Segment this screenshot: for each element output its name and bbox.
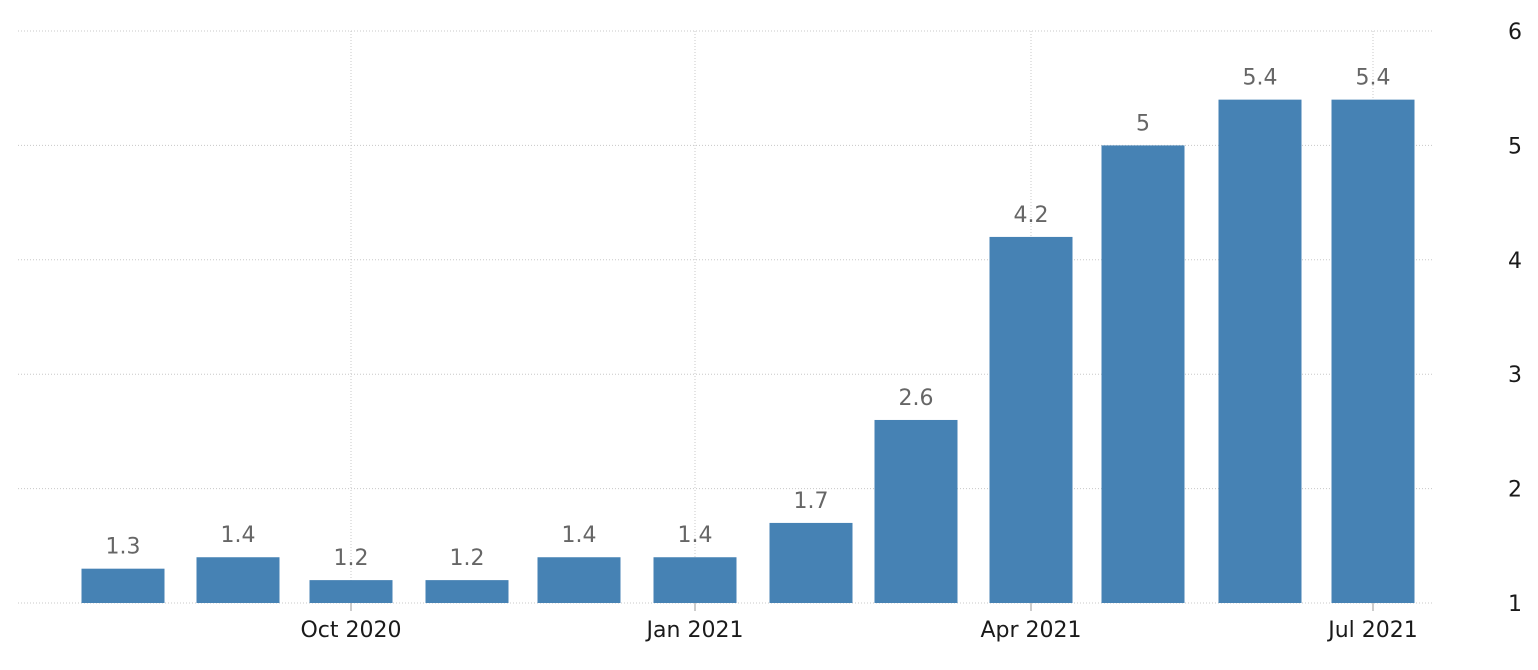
bar <box>1101 145 1185 603</box>
bar-value-label: 2.6 <box>899 386 934 411</box>
bar <box>309 580 393 603</box>
x-axis-tick-labels: Oct 2020 Jan 2021 Apr 2021 Jul 2021 <box>300 618 1417 643</box>
bar <box>81 568 165 603</box>
y-tick-label: 4 <box>1508 249 1522 274</box>
y-axis-tick-labels: 1 2 3 4 5 6 <box>1508 20 1522 617</box>
bar-value-label: 1.4 <box>678 523 713 548</box>
bar <box>425 580 509 603</box>
bar-value-label: 1.2 <box>450 546 485 571</box>
bar <box>769 522 853 603</box>
bar-value-label: 5.4 <box>1356 66 1391 91</box>
bar <box>196 557 280 603</box>
x-tick-label: Apr 2021 <box>980 618 1081 643</box>
bar-value-label: 5.4 <box>1243 66 1278 91</box>
y-tick-label: 6 <box>1508 20 1522 45</box>
data-labels: 1.3 1.4 1.2 1.2 1.4 1.4 1.7 2.6 4.2 5 5.4 5.4 <box>106 66 1391 571</box>
bar-value-label: 1.3 <box>106 535 141 560</box>
bar <box>874 419 958 603</box>
bar-value-label: 4.2 <box>1014 203 1049 228</box>
bar-value-label: 5 <box>1136 111 1150 136</box>
bar-value-label: 1.2 <box>334 546 369 571</box>
y-tick-label: 3 <box>1508 363 1522 388</box>
x-tick-label: Jul 2021 <box>1326 618 1418 643</box>
bars <box>81 99 1415 604</box>
bar-value-label: 1.7 <box>794 489 829 514</box>
bar <box>653 557 737 603</box>
y-tick-label: 1 <box>1508 592 1522 617</box>
bar <box>1331 99 1415 603</box>
x-tick-label: Jan 2021 <box>645 618 744 643</box>
bar-value-label: 1.4 <box>221 523 256 548</box>
bar <box>989 236 1073 604</box>
bar <box>537 557 621 603</box>
bar-value-label: 1.4 <box>562 523 597 548</box>
bar <box>1218 99 1302 603</box>
x-tick-label: Oct 2020 <box>300 618 401 643</box>
y-tick-label: 5 <box>1508 134 1522 159</box>
y-tick-label: 2 <box>1508 478 1522 503</box>
